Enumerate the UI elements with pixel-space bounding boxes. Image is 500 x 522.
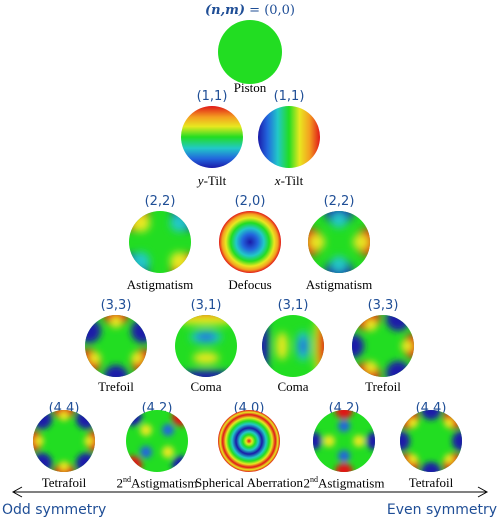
- tetrafoil-right-disc: [400, 410, 462, 472]
- term-label-tetrafoil-left: Tetrafoil: [41, 475, 87, 490]
- term-index-astig-left: (2,2): [144, 194, 176, 209]
- term-label-defocus: Defocus: [228, 277, 272, 292]
- header-index-label: (n,m): [204, 3, 246, 18]
- spherical-disc: [218, 410, 280, 472]
- term-label-trefoil-right: Trefoil: [365, 379, 401, 394]
- tetrafoil-left-disc: [33, 410, 95, 472]
- term-index-ytilt: (1,1): [196, 89, 228, 104]
- term-label-astig-left: Astigmatism: [126, 277, 194, 292]
- trefoil-left-disc: [85, 315, 147, 377]
- term-label-tetrafoil-right: Tetrafoil: [408, 475, 454, 490]
- term-label-piston: Piston: [233, 80, 267, 95]
- trefoil-right-disc: [352, 315, 414, 377]
- defocus-disc: [219, 211, 281, 273]
- astig2-left-disc: [126, 410, 188, 472]
- term-index-astig-right: (2,2): [323, 194, 355, 209]
- piston-disc: [218, 20, 282, 84]
- symmetry-arrow: [11, 486, 489, 498]
- even-symmetry-label: Even symmetry: [386, 502, 497, 518]
- term-label-coma-left: Coma: [190, 379, 222, 394]
- term-label-coma-right: Coma: [277, 379, 309, 394]
- term-index-coma-right: (3,1): [277, 298, 309, 313]
- header-index: (n,m) = (0,0): [205, 3, 295, 18]
- coma-right-disc: [262, 315, 324, 377]
- term-index-trefoil-right: (3,3): [367, 298, 399, 313]
- term-label-xtilt: x-Tilt: [274, 173, 304, 188]
- header-index-value: = (0,0): [245, 3, 296, 18]
- term-index-defocus: (2,0): [234, 194, 266, 209]
- astig-left-disc: [129, 211, 191, 273]
- ytilt-disc: [181, 106, 243, 168]
- term-label-trefoil-left: Trefoil: [98, 379, 134, 394]
- astig2-right-disc: [313, 410, 375, 472]
- coma-left-disc: [175, 315, 237, 377]
- term-label-astig2-right: 2ndAstigmatism: [303, 475, 385, 491]
- term-index-trefoil-left: (3,3): [100, 298, 132, 313]
- term-label-astig-right: Astigmatism: [305, 277, 373, 292]
- term-label-astig2-left: 2ndAstigmatism: [116, 475, 198, 491]
- xtilt-disc: [258, 106, 320, 168]
- odd-symmetry-label: Odd symmetry: [2, 502, 107, 518]
- astig-right-disc: [308, 211, 370, 273]
- term-index-coma-left: (3,1): [190, 298, 222, 313]
- term-index-xtilt: (1,1): [273, 89, 305, 104]
- term-label-spherical: Spherical Aberration: [195, 475, 303, 490]
- term-label-ytilt: y-Tilt: [197, 173, 227, 188]
